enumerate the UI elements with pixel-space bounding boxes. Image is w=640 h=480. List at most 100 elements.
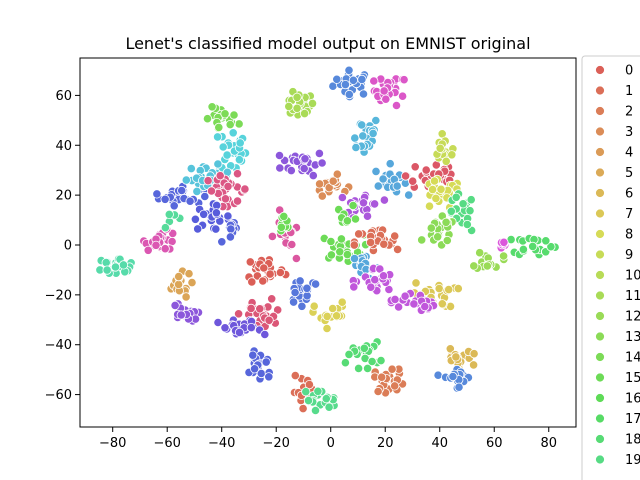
scatter-point — [258, 276, 268, 286]
cluster — [371, 159, 414, 200]
cluster — [314, 169, 354, 201]
scatter-point — [185, 196, 195, 206]
scatter-point — [446, 206, 456, 216]
scatter-point — [466, 195, 476, 205]
scatter-point — [344, 65, 354, 75]
legend-label: 7 — [625, 207, 633, 222]
scatter-point — [385, 159, 395, 169]
cluster — [95, 254, 136, 278]
scatter-point — [284, 101, 294, 112]
scatter-point — [451, 192, 461, 202]
legend-marker — [595, 311, 605, 321]
legend-marker — [595, 413, 605, 424]
scatter-point — [250, 364, 260, 374]
scatter-point — [465, 206, 475, 216]
scatter-point — [186, 164, 196, 174]
scatter-point — [314, 179, 325, 189]
scatter-point — [404, 190, 414, 200]
scatter-point — [359, 343, 369, 353]
cluster — [139, 224, 178, 255]
scatter-point — [528, 241, 538, 251]
cluster — [386, 288, 439, 315]
scatter-point — [314, 148, 324, 158]
scatter-point — [299, 164, 309, 174]
x-tick-label: −80 — [99, 436, 126, 451]
scatter-point — [220, 109, 230, 119]
scatter-point — [349, 282, 359, 292]
cluster — [441, 189, 477, 235]
scatter-point — [174, 271, 184, 282]
y-tick-label: 40 — [55, 139, 72, 154]
scatter-point — [220, 194, 231, 204]
scatter-point — [373, 181, 383, 191]
scatter-point — [160, 223, 170, 233]
scatter-point — [442, 235, 452, 246]
legend-marker — [595, 188, 605, 198]
legend-label: 8 — [625, 228, 633, 243]
scatter-point — [286, 166, 296, 176]
scatter-point — [213, 317, 223, 328]
scatter-point — [335, 247, 345, 257]
scatter-point — [434, 283, 444, 294]
scatter-point — [453, 283, 463, 294]
x-tick-label: 40 — [431, 436, 448, 451]
scatter-point — [332, 169, 342, 179]
scatter-point — [441, 156, 451, 166]
scatter-point — [354, 229, 364, 239]
scatter-point — [160, 194, 170, 204]
scatter-point — [232, 196, 243, 206]
scatter-point — [232, 169, 243, 179]
legend-label: 5 — [625, 166, 633, 181]
scatter-point — [358, 131, 368, 141]
scatter-point — [349, 240, 359, 250]
scatter-point — [353, 363, 364, 373]
cluster — [469, 248, 509, 273]
scatter-point — [431, 193, 441, 203]
scatter-point — [226, 224, 236, 234]
scatter-point — [469, 349, 479, 359]
legend-label: 12 — [625, 310, 640, 325]
scatter-point — [220, 323, 230, 333]
scatter-point — [322, 311, 332, 321]
legend-label: 16 — [625, 392, 640, 407]
cluster — [166, 266, 197, 302]
legend-label: 2 — [625, 105, 633, 120]
legend-label: 18 — [625, 433, 640, 448]
scatter-point — [240, 184, 250, 194]
scatter-point — [164, 209, 174, 219]
scatter-point — [390, 294, 400, 304]
scatter-point — [348, 75, 358, 85]
scatter-point — [358, 198, 369, 208]
scatter-point — [245, 257, 255, 267]
y-tick-label: −40 — [45, 338, 72, 353]
scatter-point — [290, 370, 300, 381]
scatter-point — [340, 80, 350, 90]
scatter-point — [187, 277, 197, 288]
scatter-point — [451, 352, 461, 362]
scatter-point — [421, 165, 431, 175]
scatter-point — [378, 271, 389, 281]
scatter-point — [110, 262, 121, 272]
cluster — [445, 344, 479, 374]
scatter-point — [199, 209, 209, 219]
scatter-point — [433, 232, 443, 242]
scatter-point — [337, 192, 347, 203]
cluster — [496, 237, 510, 253]
scatter-point — [350, 133, 360, 143]
scatter-point — [184, 269, 194, 279]
legend-marker — [595, 331, 605, 342]
scatter-point — [408, 176, 418, 186]
scatter-point — [229, 110, 239, 120]
scatter-point — [317, 158, 327, 168]
scatter-point — [301, 387, 311, 397]
scatter-point — [462, 219, 472, 230]
scatter-point — [331, 311, 342, 321]
legend-marker — [595, 106, 605, 116]
cluster — [288, 276, 321, 311]
scatter-point — [234, 119, 244, 129]
cluster — [349, 225, 403, 255]
scatter-point — [264, 315, 274, 325]
scatter-point — [429, 176, 440, 186]
scatter-point — [376, 355, 386, 366]
